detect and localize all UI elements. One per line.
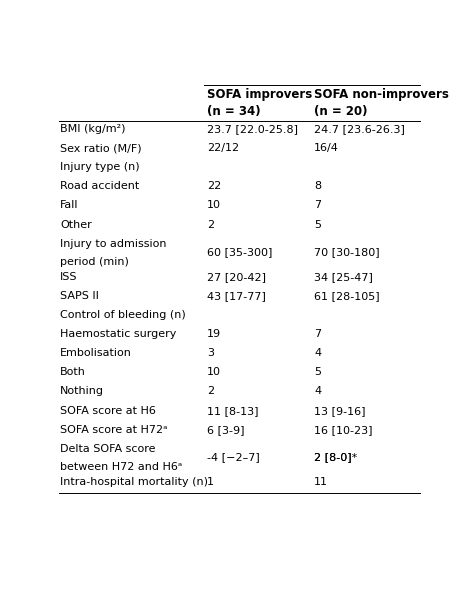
Text: SAPS II: SAPS II xyxy=(60,291,99,301)
Text: Nothing: Nothing xyxy=(60,387,104,397)
Text: 13 [9-16]: 13 [9-16] xyxy=(314,406,366,416)
Text: 4: 4 xyxy=(314,387,322,397)
Text: 16 [10-23]: 16 [10-23] xyxy=(314,425,373,435)
Text: (n = 34): (n = 34) xyxy=(207,105,261,118)
Text: 2: 2 xyxy=(207,387,214,397)
Text: Intra-hospital mortality (n): Intra-hospital mortality (n) xyxy=(60,477,208,487)
Text: 5: 5 xyxy=(314,220,321,230)
Text: 2: 2 xyxy=(207,220,214,230)
Text: 2 [8-0]: 2 [8-0] xyxy=(314,452,352,462)
Text: 34 [25-47]: 34 [25-47] xyxy=(314,272,373,282)
Text: 10: 10 xyxy=(207,367,221,377)
Text: 61 [28-105]: 61 [28-105] xyxy=(314,291,380,301)
Text: 3: 3 xyxy=(207,348,214,358)
Text: 22/12: 22/12 xyxy=(207,143,239,153)
Text: Haemostatic surgery: Haemostatic surgery xyxy=(60,329,177,339)
Text: 7: 7 xyxy=(314,329,322,339)
Text: 24.7 [23.6-26.3]: 24.7 [23.6-26.3] xyxy=(314,124,405,134)
Text: Injury type (n): Injury type (n) xyxy=(60,162,140,172)
Text: Injury to admission: Injury to admission xyxy=(60,239,167,249)
Text: 22: 22 xyxy=(207,181,221,191)
Text: 2 [8-0]*: 2 [8-0]* xyxy=(314,452,358,462)
Text: ISS: ISS xyxy=(60,272,78,282)
Text: 16/4: 16/4 xyxy=(314,143,339,153)
Text: Road accident: Road accident xyxy=(60,181,139,191)
Text: Sex ratio (M/F): Sex ratio (M/F) xyxy=(60,143,142,153)
Text: 60 [35-300]: 60 [35-300] xyxy=(207,247,272,258)
Text: SOFA non-improvers: SOFA non-improvers xyxy=(314,88,449,101)
Text: Embolisation: Embolisation xyxy=(60,348,132,358)
Text: Both: Both xyxy=(60,367,86,377)
Text: Delta SOFA score: Delta SOFA score xyxy=(60,444,156,454)
Text: SOFA score at H6: SOFA score at H6 xyxy=(60,406,156,416)
Text: Fall: Fall xyxy=(60,201,79,211)
Text: 70 [30-180]: 70 [30-180] xyxy=(314,247,380,258)
Text: (n = 20): (n = 20) xyxy=(314,105,368,118)
Text: 7: 7 xyxy=(314,201,322,211)
Text: 5: 5 xyxy=(314,367,321,377)
Text: -4 [−2–7]: -4 [−2–7] xyxy=(207,452,260,462)
Text: 19: 19 xyxy=(207,329,221,339)
Text: 11: 11 xyxy=(314,477,328,487)
Text: 27 [20-42]: 27 [20-42] xyxy=(207,272,266,282)
Text: 43 [17-77]: 43 [17-77] xyxy=(207,291,266,301)
Text: BMI (kg/m²): BMI (kg/m²) xyxy=(60,124,126,134)
Text: 6 [3-9]: 6 [3-9] xyxy=(207,425,245,435)
Text: Control of bleeding (n): Control of bleeding (n) xyxy=(60,310,186,320)
Text: between H72 and H6ᵃ: between H72 and H6ᵃ xyxy=(60,462,183,472)
Text: 10: 10 xyxy=(207,201,221,211)
Text: SOFA improvers: SOFA improvers xyxy=(207,88,313,101)
Text: 11 [8-13]: 11 [8-13] xyxy=(207,406,259,416)
Text: period (min): period (min) xyxy=(60,257,129,267)
Text: SOFA score at H72ᵃ: SOFA score at H72ᵃ xyxy=(60,425,168,435)
Text: 8: 8 xyxy=(314,181,322,191)
Text: 4: 4 xyxy=(314,348,322,358)
Text: 1: 1 xyxy=(207,477,214,487)
Text: 23.7 [22.0-25.8]: 23.7 [22.0-25.8] xyxy=(207,124,298,134)
Text: Other: Other xyxy=(60,220,92,230)
